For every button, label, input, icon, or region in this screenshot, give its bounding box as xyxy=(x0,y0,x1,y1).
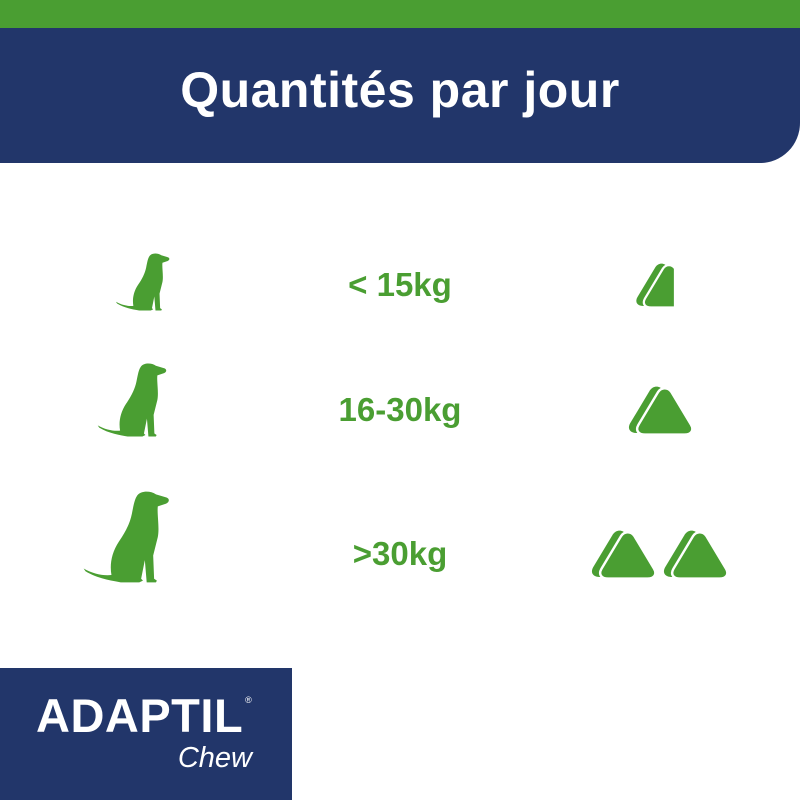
header-banner: Quantités par jour xyxy=(0,28,800,163)
chew-icon xyxy=(627,385,694,436)
top-accent-bar xyxy=(0,0,800,28)
half-chew-icon xyxy=(635,262,677,309)
chew-icon xyxy=(662,529,729,580)
page-title: Quantités par jour xyxy=(180,62,620,118)
registered-mark: ® xyxy=(245,695,252,705)
logo-brand: ADAPTIL xyxy=(36,689,244,742)
large-dog-icon xyxy=(83,491,169,583)
logo-brand-line: ADAPTIL ® xyxy=(36,692,252,739)
weight-label: >30kg xyxy=(352,535,448,572)
weight-label: 16-30kg xyxy=(338,391,462,428)
small-dog-icon xyxy=(115,253,170,311)
logo-product: Chew xyxy=(177,742,252,774)
weight-label: < 15kg xyxy=(348,266,452,303)
medium-dog-icon xyxy=(97,363,167,437)
adaptil-chew-logo: ADAPTIL ® Chew xyxy=(0,668,292,800)
chew-icon xyxy=(590,529,657,580)
